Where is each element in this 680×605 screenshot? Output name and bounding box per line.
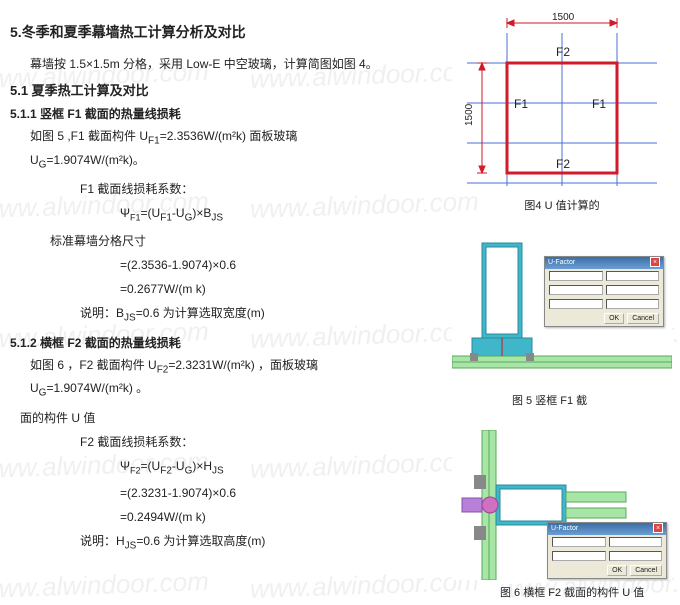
p512-body: 如图 6 ，F2 截面构件 UF2=2.3231W/(m²k) ，面板玻璃 UG… bbox=[30, 355, 414, 402]
close-icon[interactable]: × bbox=[650, 257, 660, 267]
p511-note: 说明：BJS=0.6 为计算选取宽度(m) bbox=[80, 301, 414, 328]
svg-text:F2: F2 bbox=[556, 45, 570, 59]
section51-title: 5.1 夏季热工计算及对比 bbox=[10, 80, 414, 99]
dialog-title: U-Factor bbox=[548, 257, 575, 269]
figure-4-caption: 图4 U 值计算的 bbox=[452, 197, 672, 213]
p512-line1: F2 截面线损耗系数： bbox=[80, 430, 414, 454]
ufactor-dialog: U-Factor × OK Cancel bbox=[544, 256, 664, 327]
p511-formula3: =0.2677W/(m k) bbox=[120, 277, 414, 301]
figure-4-svg: 1500 1500 F2 F2 F1 F1 bbox=[452, 8, 662, 188]
ok-button[interactable]: OK bbox=[607, 565, 627, 576]
cancel-button[interactable]: Cancel bbox=[630, 565, 662, 576]
watermark: www.alwindoor.com bbox=[0, 566, 209, 605]
figure-5-caption: 图 5 竖框 F1 截 bbox=[452, 392, 672, 408]
p511-line1: F1 截面线损耗系数： bbox=[80, 177, 414, 201]
p511-formula2: =(2.3536-1.9074)×0.6 bbox=[120, 253, 414, 277]
section512-title: 5.1.2 横框 F2 截面的热量线损耗 bbox=[10, 334, 414, 351]
ok-button[interactable]: OK bbox=[604, 313, 624, 324]
svg-text:1500: 1500 bbox=[552, 12, 575, 23]
svg-text:F2: F2 bbox=[556, 157, 570, 171]
figure-6-caption: 图 6 横框 F2 截面的构件 U 值 bbox=[452, 584, 672, 600]
intro-text: 幕墙按 1.5×1.5m 分格，采用 Low-E 中空玻璃，计算简图如图 4。 bbox=[30, 54, 414, 74]
close-icon[interactable]: × bbox=[653, 523, 663, 533]
dialog-field[interactable] bbox=[549, 271, 603, 281]
section5-title: 5.冬季和夏季幕墙热工计算分析及对比 bbox=[10, 22, 414, 42]
section511-title: 5.1.1 竖框 F1 截面的热量线损耗 bbox=[10, 105, 414, 122]
p512-formula3: =0.2494W/(m k) bbox=[120, 505, 414, 529]
svg-text:F1: F1 bbox=[514, 97, 528, 111]
p512-note: 说明：HJS=0.6 为计算选取高度(m) bbox=[80, 529, 414, 556]
p511-formula1: ΨF1=(UF1-UG)×BJS bbox=[120, 201, 414, 228]
p511-std: 标准幕墙分格尺寸 bbox=[50, 229, 414, 253]
figure-5: U-Factor × OK Cancel 图 5 竖框 F1 截 bbox=[452, 238, 672, 408]
p512-formula1: ΨF2=(UF2-UG)×HJS bbox=[120, 454, 414, 481]
figure-6: U-Factor × OK Cancel 图 6 横框 F2 截面的构件 U 值 bbox=[452, 430, 672, 600]
ufactor-dialog-2: U-Factor × OK Cancel bbox=[547, 522, 667, 579]
p512-formula2: =(2.3231-1.9074)×0.6 bbox=[120, 481, 414, 505]
svg-text:F1: F1 bbox=[592, 97, 606, 111]
figure-4: 1500 1500 F2 F2 F1 F1 图4 U 值计算的 bbox=[452, 8, 672, 213]
cancel-button[interactable]: Cancel bbox=[627, 313, 659, 324]
dialog-title: U-Factor bbox=[551, 523, 578, 535]
p511-body: 如图 5 ,F1 截面构件 UF1=2.3536W/(m²k) 面板玻璃 UG=… bbox=[30, 126, 414, 173]
svg-text:1500: 1500 bbox=[464, 103, 475, 126]
p512-small: 面的构件 U 值 bbox=[20, 406, 414, 430]
watermark: www.alwindoor.com bbox=[250, 566, 480, 605]
